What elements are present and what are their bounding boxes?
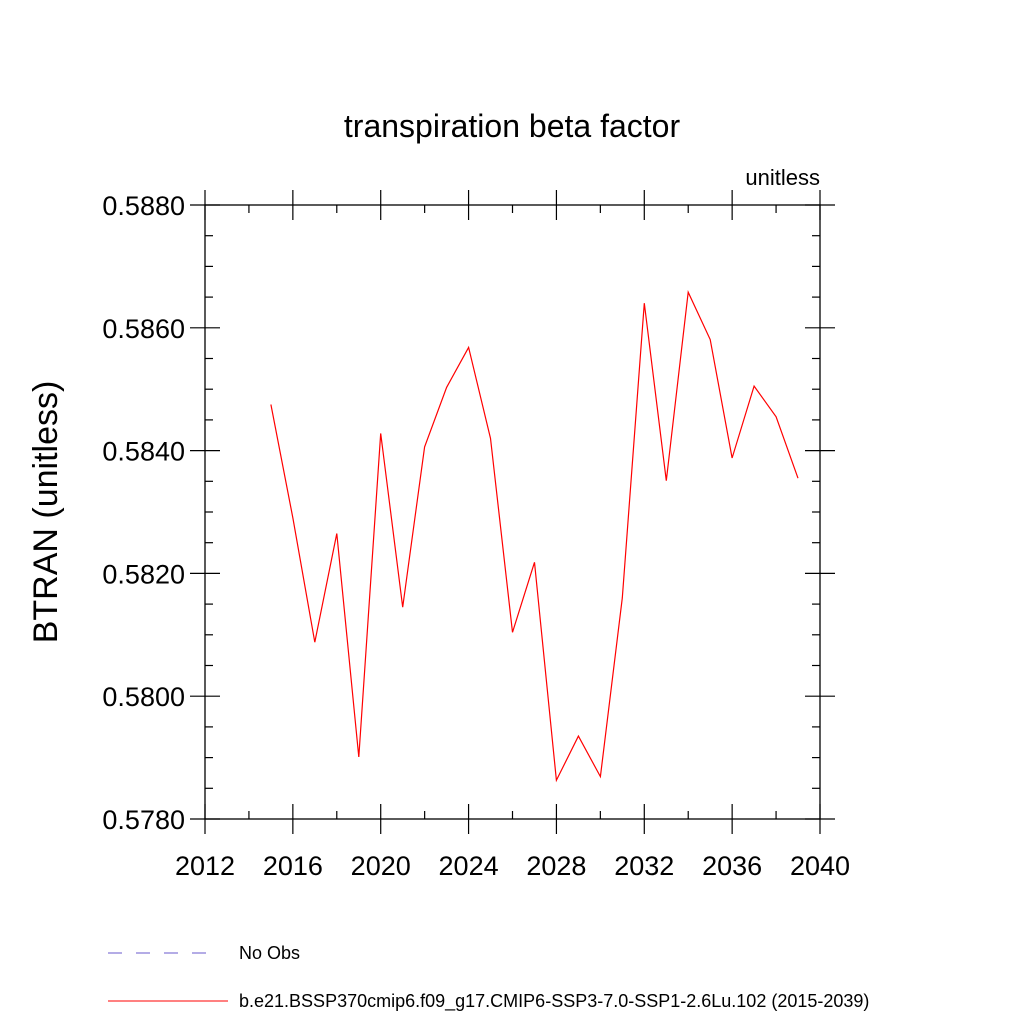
axis-tick-labels: 2012 2016 2020 2024 2028 2032 2036 2040 0.5780 0.…	[102, 191, 850, 881]
x-tick-label: 2016	[263, 851, 323, 881]
x-tick-label: 2032	[614, 851, 674, 881]
y-tick-label: 0.5860	[102, 314, 185, 344]
series-line	[270, 290, 799, 783]
x-tick-label: 2024	[439, 851, 499, 881]
y-tick-label: 0.5780	[102, 805, 185, 835]
x-tick-label: 2020	[351, 851, 411, 881]
x-tick-label: 2028	[526, 851, 586, 881]
axis-ticks	[190, 190, 835, 834]
chart-title: transpiration beta factor	[344, 108, 681, 144]
units-label: unitless	[745, 165, 820, 190]
y-axis-title: BTRAN (unitless)	[27, 381, 65, 644]
x-tick-label: 2012	[175, 851, 235, 881]
series-layer	[270, 290, 799, 783]
x-tick-label: 2040	[790, 851, 850, 881]
y-tick-label: 0.5820	[102, 559, 185, 589]
y-tick-label: 0.5880	[102, 191, 185, 221]
x-tick-label: 2036	[702, 851, 762, 881]
legend-model-label: b.e21.BSSP370cmip6.f09_g17.CMIP6-SSP3-7.…	[239, 991, 869, 1012]
legend-obs-label: No Obs	[239, 943, 300, 963]
y-tick-label: 0.5840	[102, 437, 185, 467]
plot-frame	[204, 204, 821, 820]
legend: No Obs b.e21.BSSP370cmip6.f09_g17.CMIP6-…	[108, 943, 869, 1012]
y-tick-label: 0.5800	[102, 682, 185, 712]
